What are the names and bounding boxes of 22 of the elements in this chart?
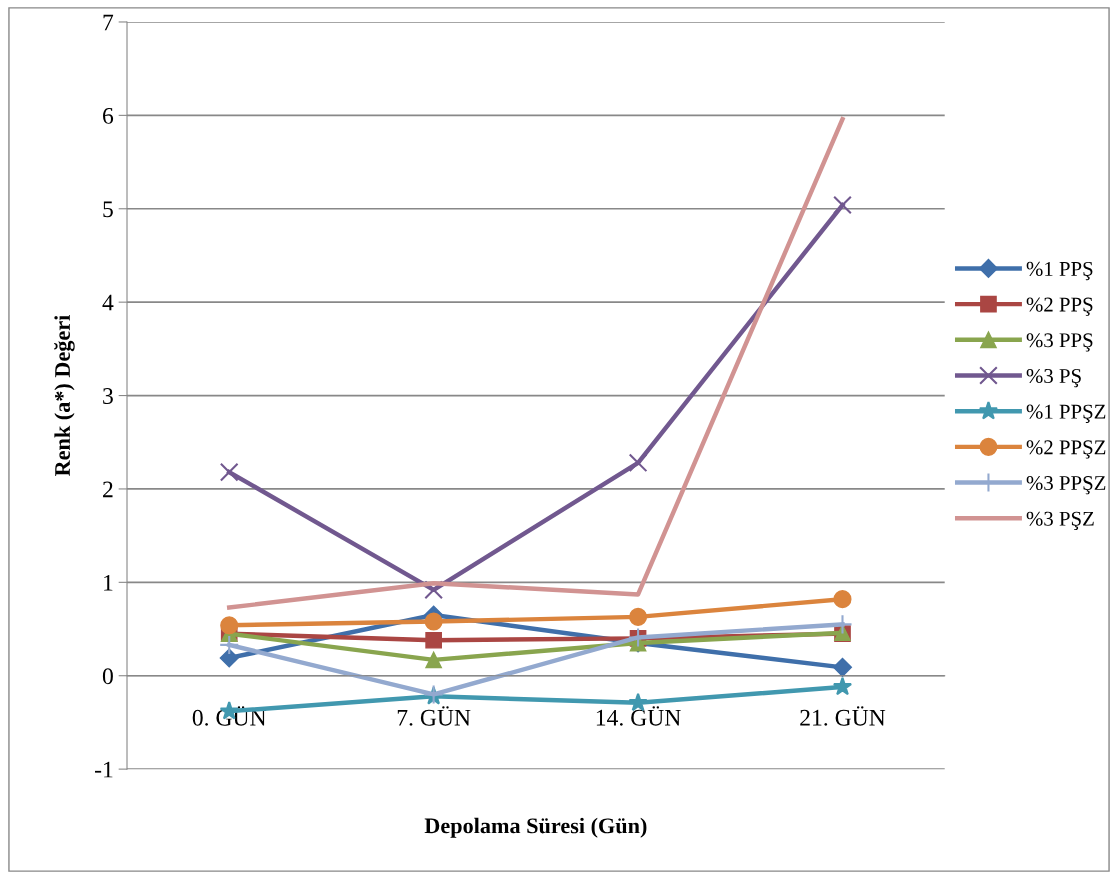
legend-label: %3 PPŞ [1026, 333, 1093, 352]
x-tick-label: 7. GÜN [397, 706, 471, 726]
y-tick-label: -1 [95, 761, 113, 778]
x-axis-title: Depolama Süresi (Gün) [424, 817, 647, 838]
y-axis-title: Renk (a*) Değeri [54, 315, 75, 477]
y-tick-label: 7 [103, 14, 114, 31]
y-tick-label: 6 [103, 107, 114, 124]
y-tick-label: 3 [103, 388, 113, 404]
legend-label: %3 PŞZ [1026, 511, 1094, 530]
x-tick-label: 14. GÜN [596, 706, 681, 726]
y-tick-label: 1 [104, 574, 113, 591]
y-tick-label: 0 [102, 668, 113, 685]
legend-label: %2 PPŞZ [1026, 440, 1106, 459]
y-tick-label: 2 [103, 481, 113, 498]
legend-label: %3 PŞ [1026, 368, 1081, 388]
legend-label: %1 PPŞ [1026, 261, 1093, 281]
y-tick-label: 4 [102, 294, 114, 311]
legend-label: %2 PPŞ [1026, 297, 1093, 316]
x-tick-label: 21. GÜN [800, 706, 886, 726]
legend-label: %3 PPŞZ [1026, 475, 1106, 495]
legend-label: %1 PPŞZ [1026, 404, 1106, 423]
y-tick-label: 5 [103, 201, 113, 218]
